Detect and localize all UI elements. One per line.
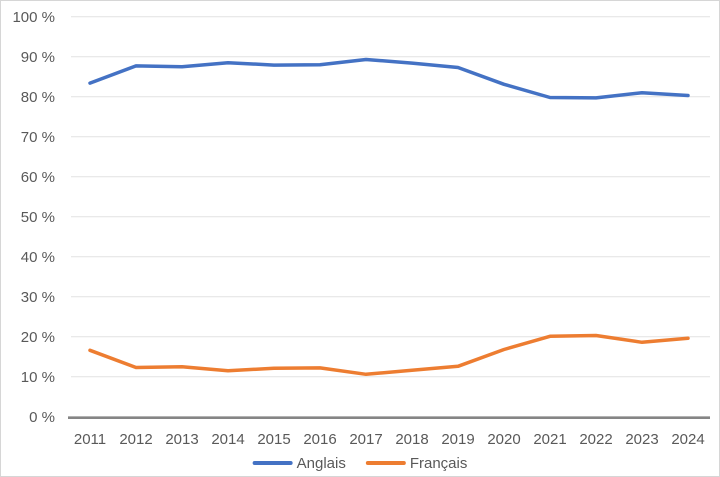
x-axis-tick-label: 2023	[625, 431, 658, 448]
y-axis-tick-label: 10 %	[21, 369, 55, 386]
y-axis-tick-label: 100 %	[12, 9, 55, 26]
y-axis-tick-label: 20 %	[21, 329, 55, 346]
legend-label: Anglais	[297, 455, 346, 472]
y-axis-tick-label: 60 %	[21, 169, 55, 186]
series-line-anglais	[88, 57, 690, 100]
y-axis-tick-label: 90 %	[21, 49, 55, 66]
x-axis-tick-label: 2013	[165, 431, 198, 448]
legend-label: Français	[410, 455, 468, 472]
x-axis-tick-label: 2022	[579, 431, 612, 448]
x-axis-tick-label: 2020	[487, 431, 520, 448]
x-axis-tick-label: 2024	[671, 431, 704, 448]
x-axis-tick-label: 2011	[74, 431, 106, 448]
series-line-franais	[88, 333, 690, 377]
x-axis-tick-label: 2016	[303, 431, 336, 448]
legend: Anglais Français	[252, 455, 468, 472]
y-axis-tick-label: 30 %	[21, 289, 55, 306]
x-axis-tick-label: 2017	[349, 431, 382, 448]
x-axis-tick-label: 2018	[395, 431, 428, 448]
y-axis-tick-label: 80 %	[21, 89, 55, 106]
x-axis-tick-label: 2015	[257, 431, 290, 448]
y-axis-tick-label: 0 %	[29, 409, 55, 426]
y-axis-tick-label: 70 %	[21, 129, 55, 146]
x-axis-tick-label: 2014	[211, 431, 244, 448]
x-axis-tick-label: 2012	[119, 431, 152, 448]
y-axis-tick-label: 50 %	[21, 209, 55, 226]
y-axis-tick-label: 40 %	[21, 249, 55, 266]
x-axis-tick-label: 2019	[441, 431, 474, 448]
x-axis-tick-label: 2021	[533, 431, 566, 448]
